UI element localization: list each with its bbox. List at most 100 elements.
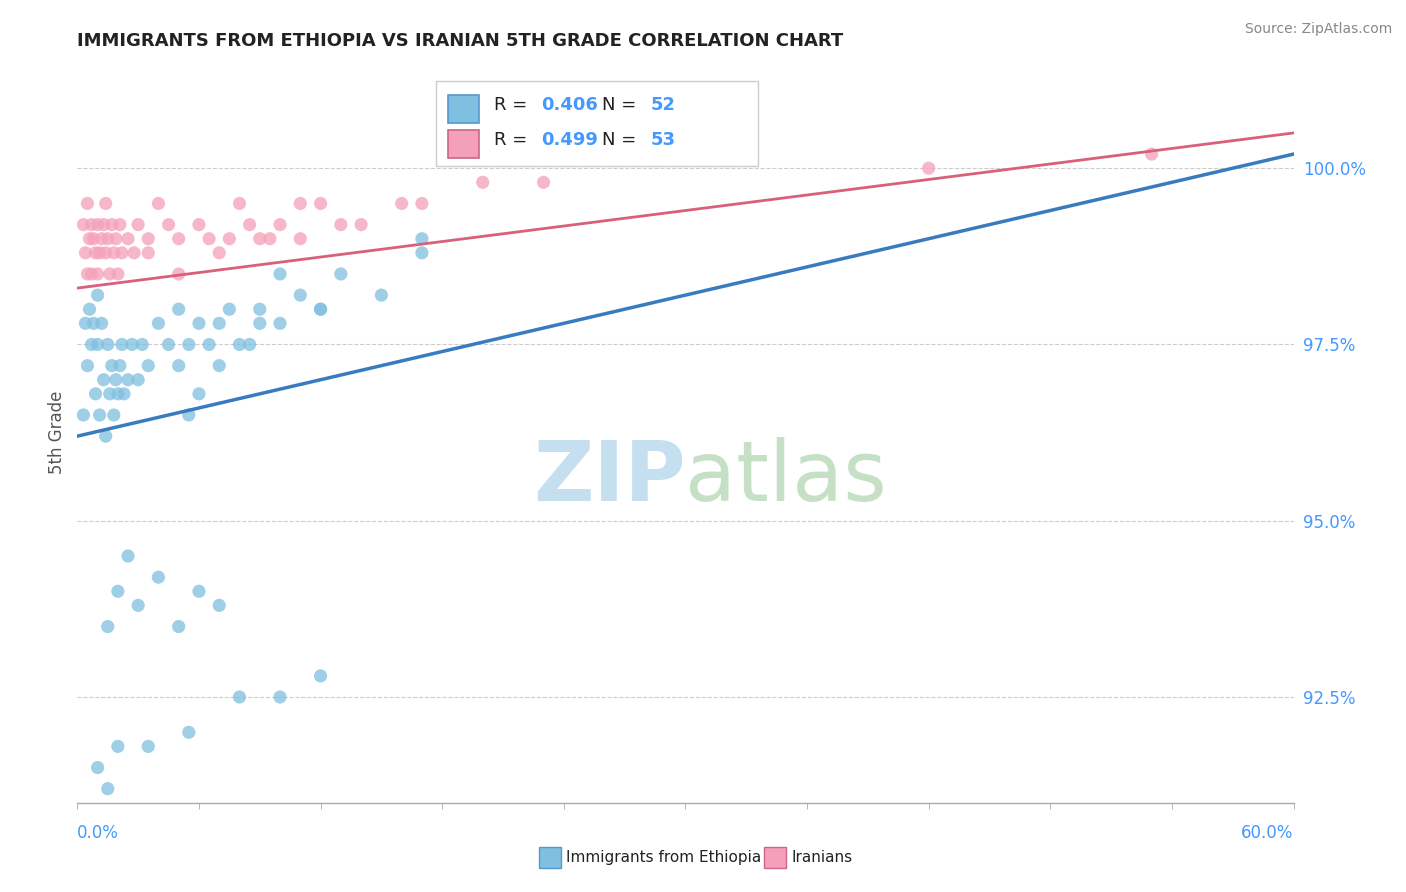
Point — [290, 232, 312, 246]
Point — [86, 337, 108, 351]
Point — [177, 337, 200, 351]
Point — [117, 549, 139, 563]
Point — [104, 373, 127, 387]
Point — [103, 245, 125, 260]
Text: 52: 52 — [650, 96, 675, 114]
Point — [97, 232, 120, 246]
Point — [177, 408, 200, 422]
Point — [167, 302, 190, 317]
Point — [188, 316, 211, 330]
Point — [90, 316, 112, 330]
Point — [97, 337, 120, 351]
Point — [198, 337, 221, 351]
Point — [249, 316, 271, 330]
Point — [148, 316, 170, 330]
Point — [93, 218, 115, 232]
Point — [80, 218, 103, 232]
Point — [101, 359, 124, 373]
Point — [108, 218, 131, 232]
Point — [72, 218, 94, 232]
Point — [136, 739, 159, 754]
Point — [157, 337, 180, 351]
Text: ZIP: ZIP — [533, 436, 686, 517]
Point — [83, 316, 105, 330]
Text: R =: R = — [495, 96, 533, 114]
Point — [309, 302, 332, 317]
FancyBboxPatch shape — [436, 81, 758, 166]
Point — [122, 245, 145, 260]
Point — [309, 302, 332, 317]
Point — [188, 218, 211, 232]
Text: IMMIGRANTS FROM ETHIOPIA VS IRANIAN 5TH GRADE CORRELATION CHART: IMMIGRANTS FROM ETHIOPIA VS IRANIAN 5TH … — [77, 32, 844, 50]
Y-axis label: 5th Grade: 5th Grade — [48, 391, 66, 475]
Point — [111, 337, 134, 351]
Point — [107, 387, 129, 401]
Point — [101, 218, 124, 232]
Point — [75, 316, 97, 330]
Point — [148, 196, 170, 211]
Point — [167, 619, 190, 633]
Point — [208, 245, 231, 260]
Point — [188, 584, 211, 599]
Text: N =: N = — [602, 131, 641, 149]
Point — [117, 232, 139, 246]
Point — [94, 196, 117, 211]
Point — [208, 359, 231, 373]
Text: atlas: atlas — [686, 436, 887, 517]
Point — [218, 232, 240, 246]
Point — [107, 739, 129, 754]
Point — [350, 218, 373, 232]
Point — [239, 218, 262, 232]
Point — [269, 267, 291, 281]
Point — [309, 669, 332, 683]
Point — [89, 408, 111, 422]
Point — [136, 359, 159, 373]
Point — [127, 218, 149, 232]
Point — [136, 232, 159, 246]
Point — [86, 218, 108, 232]
Point — [112, 387, 135, 401]
Point — [269, 218, 291, 232]
Point — [918, 161, 941, 176]
Text: Immigrants from Ethiopia: Immigrants from Ethiopia — [567, 850, 762, 865]
FancyBboxPatch shape — [449, 130, 478, 158]
Point — [188, 387, 211, 401]
Point — [131, 337, 153, 351]
Point — [218, 302, 240, 317]
Text: 0.499: 0.499 — [541, 131, 598, 149]
Point — [370, 288, 392, 302]
Point — [290, 288, 312, 302]
Point — [228, 690, 250, 704]
Point — [76, 196, 98, 211]
Point — [103, 408, 125, 422]
Point — [167, 267, 190, 281]
Point — [411, 232, 433, 246]
Text: N =: N = — [602, 96, 641, 114]
Point — [259, 232, 281, 246]
Point — [249, 302, 271, 317]
Point — [104, 232, 127, 246]
Point — [94, 429, 117, 443]
Text: R =: R = — [495, 131, 533, 149]
Point — [228, 337, 250, 351]
Point — [94, 245, 117, 260]
Point — [84, 387, 107, 401]
Text: Source: ZipAtlas.com: Source: ZipAtlas.com — [1244, 22, 1392, 37]
Point — [89, 245, 111, 260]
Point — [86, 267, 108, 281]
Point — [411, 196, 433, 211]
Point — [75, 245, 97, 260]
Text: 60.0%: 60.0% — [1241, 824, 1294, 842]
Point — [471, 175, 494, 189]
Point — [228, 196, 250, 211]
Point — [148, 570, 170, 584]
Point — [98, 387, 121, 401]
Point — [167, 359, 190, 373]
Point — [309, 196, 332, 211]
Point — [76, 267, 98, 281]
Point — [84, 245, 107, 260]
Point — [391, 196, 413, 211]
FancyBboxPatch shape — [540, 847, 561, 868]
Point — [167, 232, 190, 246]
Point — [249, 232, 271, 246]
